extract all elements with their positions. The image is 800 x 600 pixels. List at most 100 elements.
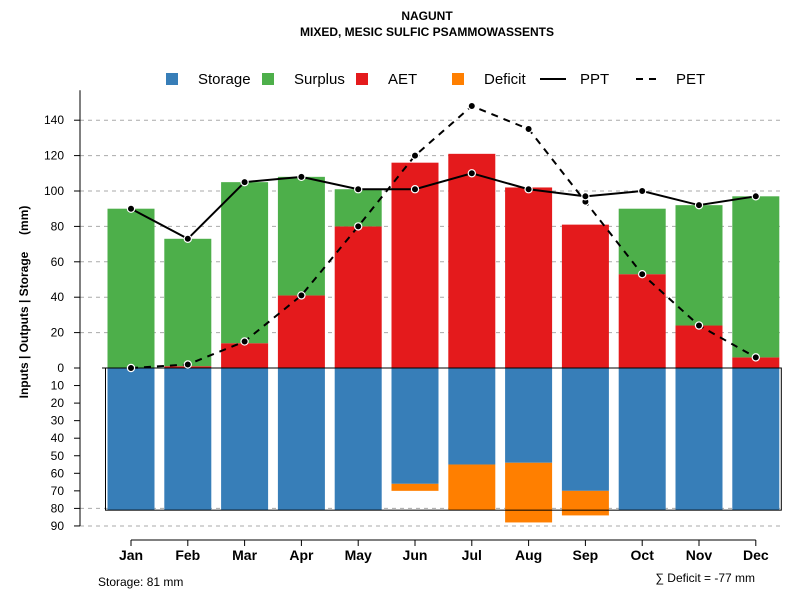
storage-bar [221, 368, 269, 511]
storage-bar [675, 368, 723, 511]
surplus-bar [107, 208, 155, 368]
lines [126, 101, 761, 373]
pet-point [183, 360, 192, 369]
deficit-note: ∑ Deficit = -77 mm [655, 571, 755, 585]
storage-bar [618, 368, 666, 511]
storage-note: Storage: 81 mm [98, 575, 183, 589]
x-tick-label: Jun [403, 547, 428, 563]
ppt-point [524, 185, 533, 194]
legend: Storage Surplus AET Deficit PPT PET [166, 71, 705, 88]
pet-point [524, 124, 533, 134]
y-tick-label: 80 [51, 219, 65, 233]
deficit-bar [391, 483, 439, 491]
y-tick-label: 50 [51, 449, 65, 463]
x-tick-label: May [345, 547, 372, 563]
legend-label: Storage [198, 71, 251, 88]
y-tick-label: 140 [44, 113, 64, 127]
chart-title: NAGUNT [401, 9, 453, 23]
y-tick-label: 0 [57, 361, 64, 375]
ppt-point [183, 234, 192, 243]
x-tick-label: Jan [119, 547, 143, 563]
legend-label: PPT [580, 71, 609, 88]
chart-subtitle: MIXED, MESIC SULFIC PSAMMOWASSENTS [300, 25, 554, 39]
storage-bar [164, 368, 212, 511]
aet-bar [732, 357, 780, 368]
y-tick-label: 10 [51, 379, 65, 393]
x-tick-label: Dec [743, 547, 769, 563]
storage-bar [334, 368, 382, 511]
x-tick-label: Apr [289, 547, 314, 563]
y-tick-label: 80 [51, 501, 65, 515]
legend-label: PET [676, 71, 705, 88]
deficit-bar [505, 462, 553, 523]
storage-bar [107, 368, 155, 511]
pet-point [751, 353, 761, 362]
storage-bar [448, 368, 496, 465]
surplus-bar [221, 182, 269, 344]
pet-line [130, 104, 757, 369]
legend-label: AET [388, 71, 417, 88]
aet-bar [561, 224, 609, 368]
axes: 0 20 40 60 80 100 120 140 10 20 30 40 50 60 70 80 90 Jan F… [44, 90, 769, 563]
y-tick-label: 120 [44, 149, 64, 163]
y-tick-label: 20 [51, 396, 65, 410]
y-axis-label: Inputs | Outputs | Storage (mm) [17, 206, 31, 399]
storage-bar [732, 368, 780, 511]
y-tick-label: 100 [44, 184, 64, 198]
x-tick-label: Aug [515, 547, 542, 563]
pet-point [410, 151, 420, 160]
ppt-point [126, 204, 136, 213]
legend-swatch [452, 73, 464, 85]
pet-point [126, 363, 136, 373]
surplus-bar [277, 176, 325, 296]
y-tick-label: 30 [51, 414, 65, 428]
pet-point [467, 101, 476, 111]
y-tick-label: 90 [51, 519, 65, 533]
legend-label: Deficit [484, 71, 527, 88]
storage-bar [277, 368, 325, 511]
ppt-point [694, 200, 704, 210]
aet-bar [277, 295, 325, 368]
deficit-bar [448, 464, 496, 511]
aet-bar [675, 325, 723, 368]
y-tick-label: 60 [51, 255, 65, 269]
x-tick-label: Nov [686, 547, 713, 563]
pet-point [297, 291, 306, 300]
y-tick-label: 70 [51, 484, 65, 498]
aet-bar [505, 187, 553, 368]
deficit-bar [561, 490, 609, 516]
storage-bar [391, 368, 439, 484]
ppt-point [410, 185, 420, 194]
ppt-point [297, 172, 306, 182]
x-tick-label: Feb [175, 547, 200, 563]
surplus-bar [334, 189, 382, 227]
aet-bar [334, 226, 382, 368]
y-tick-label: 40 [51, 431, 65, 445]
pet-point [240, 337, 249, 346]
storage-bar [505, 368, 553, 463]
surplus-bar [675, 205, 723, 326]
pet-point [694, 321, 704, 330]
surplus-bar [732, 196, 780, 358]
ppt-point [240, 177, 249, 187]
ppt-point [638, 186, 647, 196]
bars [102, 153, 782, 523]
y-tick-label: 60 [51, 466, 65, 480]
ppt-point [751, 192, 761, 201]
legend-swatch [356, 73, 368, 85]
aet-bar [618, 274, 666, 368]
legend-swatch [166, 73, 178, 85]
y-tick-label: 40 [51, 290, 65, 304]
ppt-point [581, 192, 590, 201]
aet-bar [391, 162, 439, 368]
pet-point [638, 269, 647, 279]
y-tick-label: 20 [51, 326, 65, 340]
ppt-point [354, 185, 363, 194]
pet-point [354, 222, 363, 231]
aet-bar [221, 343, 269, 368]
storage-bar [561, 368, 609, 491]
ppt-line [130, 172, 756, 241]
x-tick-label: Mar [232, 547, 257, 563]
ppt-point [467, 169, 476, 178]
